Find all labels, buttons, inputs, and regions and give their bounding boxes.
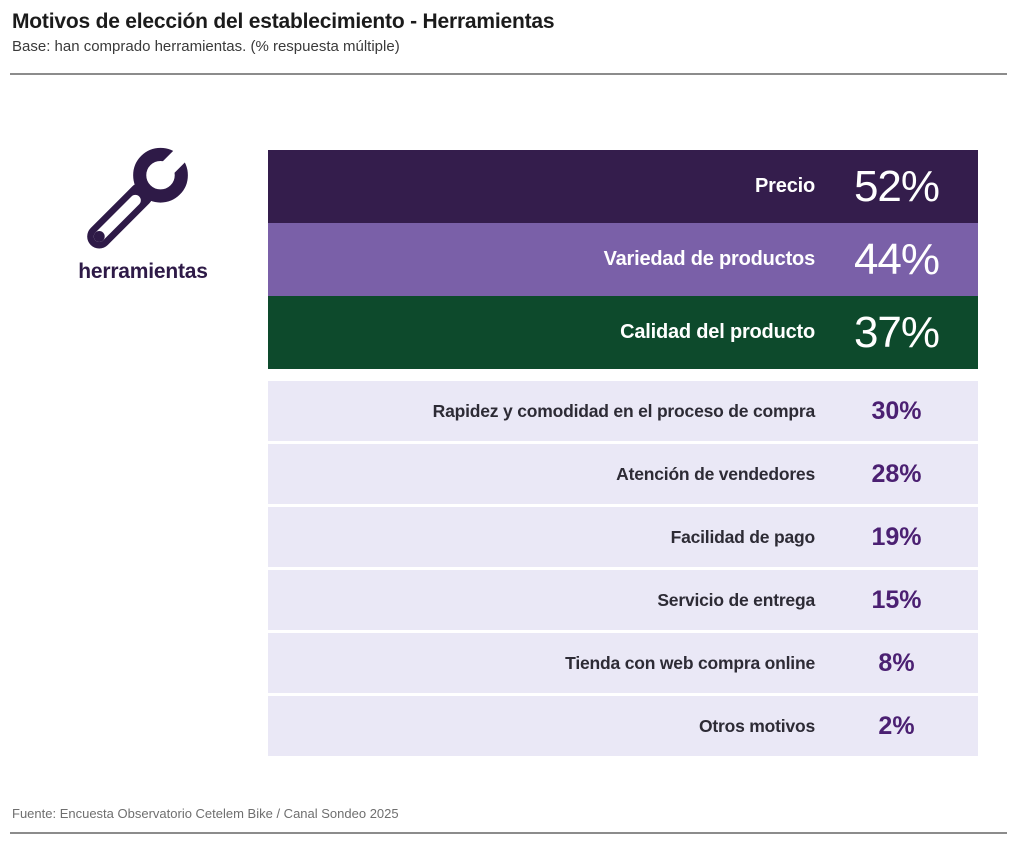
bar-label: Variedad de productos bbox=[603, 248, 816, 270]
bar-row-calidad: Calidad del producto 37% bbox=[268, 296, 978, 369]
chart-rows: Precio 52% Variedad de productos 44% Cal… bbox=[268, 150, 978, 759]
bar-value: 37% bbox=[853, 307, 940, 357]
row-value: 30% bbox=[871, 396, 922, 425]
top-divider bbox=[10, 73, 1007, 75]
bar-row-variedad: Variedad de productos 44% bbox=[268, 223, 978, 296]
category-block: herramientas bbox=[58, 138, 228, 284]
list-row-tienda-online: Tienda con web compra online 8% bbox=[268, 633, 978, 693]
row-label: Tienda con web compra online bbox=[565, 652, 815, 673]
category-label: herramientas bbox=[78, 260, 208, 283]
bar-value: 52% bbox=[853, 161, 940, 211]
bar-label: Precio bbox=[755, 175, 815, 197]
list-row-rapidez: Rapidez y comodidad en el proceso de com… bbox=[268, 381, 978, 441]
bar-value: 44% bbox=[853, 234, 940, 284]
row-label: Facilidad de pago bbox=[670, 526, 816, 547]
section-gap bbox=[268, 369, 978, 381]
report-header: Motivos de elección del establecimiento … bbox=[12, 10, 1002, 55]
row-label: Rapidez y comodidad en el proceso de com… bbox=[432, 400, 816, 421]
list-row-servicio: Servicio de entrega 15% bbox=[268, 570, 978, 630]
row-value: 8% bbox=[878, 648, 915, 677]
wrench-icon bbox=[58, 138, 228, 254]
bar-label: Calidad del producto bbox=[620, 321, 815, 343]
bar-row-precio: Precio 52% bbox=[268, 150, 978, 223]
list-row-facilidad: Facilidad de pago 19% bbox=[268, 507, 978, 567]
bottom-divider bbox=[10, 832, 1007, 834]
page-title: Motivos de elección del establecimiento … bbox=[12, 10, 555, 33]
source-note: Fuente: Encuesta Observatorio Cetelem Bi… bbox=[12, 806, 399, 821]
list-row-atencion: Atención de vendedores 28% bbox=[268, 444, 978, 504]
row-label: Otros motivos bbox=[698, 715, 815, 736]
list-row-otros: Otros motivos 2% bbox=[268, 696, 978, 756]
row-label: Servicio de entrega bbox=[657, 589, 815, 610]
row-value: 19% bbox=[871, 522, 922, 551]
base-note: Base: han comprado herramientas. (% resp… bbox=[12, 38, 400, 55]
row-label: Atención de vendedores bbox=[616, 463, 815, 484]
row-value: 2% bbox=[878, 711, 915, 740]
row-value: 15% bbox=[871, 585, 922, 614]
row-value: 28% bbox=[871, 459, 922, 488]
